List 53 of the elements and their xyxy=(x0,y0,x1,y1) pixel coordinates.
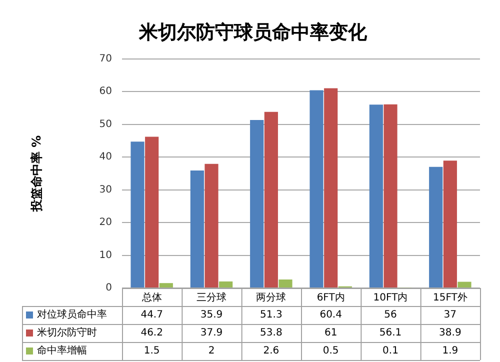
data-label: 37 xyxy=(444,310,457,321)
y-tick-label: 10 xyxy=(99,250,112,261)
data-label: 2.6 xyxy=(263,346,280,357)
bar xyxy=(250,120,264,288)
data-label: 2 xyxy=(208,346,215,357)
data-label: 61 xyxy=(324,328,338,339)
bar xyxy=(310,90,324,288)
y-tick-label: 20 xyxy=(99,217,112,228)
bar xyxy=(278,279,292,288)
bar xyxy=(145,136,159,288)
chart-title: 米切尔防守球员命中率变化 xyxy=(138,21,368,44)
data-label: 37.9 xyxy=(200,328,223,339)
bar xyxy=(369,104,383,288)
x-tick-label: 两分球 xyxy=(256,292,286,304)
x-tick-label: 6FT内 xyxy=(316,292,345,304)
y-tick-label: 60 xyxy=(99,86,112,98)
data-label: 44.7 xyxy=(140,310,163,321)
x-tick-label: 总体 xyxy=(140,292,162,304)
bar xyxy=(384,104,398,288)
data-label: 1.5 xyxy=(144,346,160,357)
legend-label: 米切尔防守时 xyxy=(37,326,97,339)
y-tick-label: 30 xyxy=(99,184,112,196)
data-label: 38.9 xyxy=(439,328,462,339)
bar xyxy=(443,160,457,288)
data-label: 60.4 xyxy=(320,310,342,321)
y-tick-label: 40 xyxy=(99,152,112,163)
data-label: 56 xyxy=(384,310,397,321)
x-tick-label: 15FT外 xyxy=(432,292,468,304)
bar xyxy=(219,281,233,288)
data-label: 1.9 xyxy=(442,346,458,357)
y-tick-label: 0 xyxy=(106,282,112,294)
y-axis-title: 投篮命中率 % xyxy=(29,135,44,212)
x-tick-label: 10FT内 xyxy=(373,292,408,304)
y-tick-label: 70 xyxy=(99,53,112,64)
legend-label: 命中率增幅 xyxy=(37,344,87,357)
data-label: 46.2 xyxy=(140,328,163,339)
bar xyxy=(159,283,173,288)
data-label: 51.3 xyxy=(260,310,282,321)
x-tick-label: 三分球 xyxy=(196,292,226,304)
bar xyxy=(324,88,338,288)
legend-label: 对位球员命中率 xyxy=(37,308,107,321)
bar xyxy=(204,164,218,288)
data-label: 35.9 xyxy=(200,310,223,321)
bar xyxy=(130,142,144,288)
bar xyxy=(190,170,204,288)
data-label: 56.1 xyxy=(379,328,402,339)
data-label: 0.5 xyxy=(322,346,339,357)
bar xyxy=(429,166,443,288)
bar xyxy=(458,282,472,288)
data-label: 53.8 xyxy=(260,328,282,339)
bar xyxy=(264,112,278,288)
data-label: 0.1 xyxy=(382,346,398,357)
y-tick-label: 50 xyxy=(99,118,112,130)
